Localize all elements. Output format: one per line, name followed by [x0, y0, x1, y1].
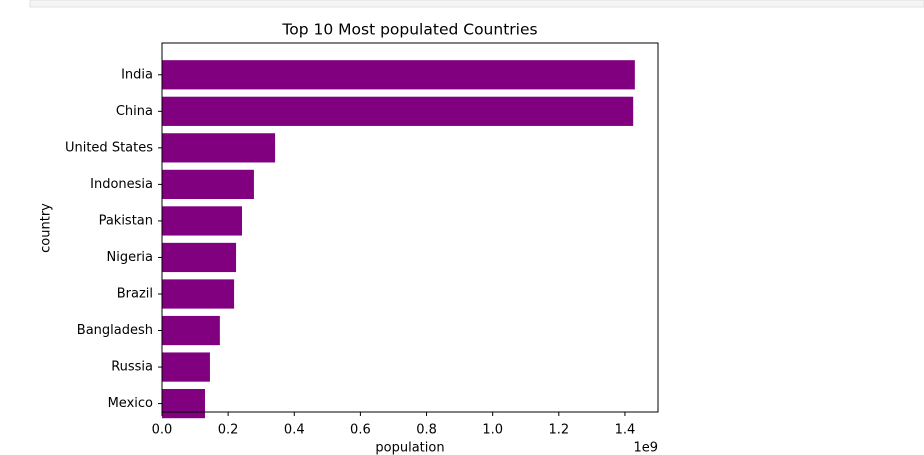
bar	[162, 169, 254, 200]
y-tick-label: Russia	[111, 360, 153, 375]
y-tick-label: Mexico	[108, 396, 153, 411]
axes-frame	[161, 42, 659, 413]
x-tick-label: 1.2	[548, 423, 569, 438]
x-tick-label: 0.4	[284, 423, 305, 438]
y-tick-label: China	[116, 104, 153, 119]
y-tick-label: India	[121, 67, 153, 82]
bar	[162, 96, 634, 126]
bar	[162, 60, 635, 90]
x-tick-label: 1.4	[615, 423, 636, 438]
y-tick-label: Bangladesh	[77, 323, 153, 338]
bar	[162, 242, 237, 273]
bar	[162, 315, 220, 346]
y-tick-label: United States	[65, 140, 153, 155]
y-tick-label: Pakistan	[99, 213, 153, 228]
x-tick-label: 1.0	[482, 423, 503, 438]
x-tick-label: 0.0	[152, 423, 173, 438]
chart-title: Top 10 Most populated Countries	[281, 21, 537, 39]
y-tick-label: Brazil	[117, 286, 153, 301]
x-tick-label: 0.6	[350, 423, 371, 438]
y-tick-label: Indonesia	[90, 177, 153, 192]
bar	[162, 206, 243, 236]
x-tick-label: 0.2	[218, 423, 239, 438]
y-tick-label: Nigeria	[106, 250, 153, 265]
offset-text: 1e9	[633, 441, 658, 455]
cell-strip	[29, 0, 924, 8]
x-axis-label: population	[375, 441, 444, 455]
bar	[162, 279, 235, 309]
x-tick-label: 0.8	[416, 423, 437, 438]
bar	[162, 388, 205, 419]
y-axis-label: country	[39, 203, 54, 253]
bar	[162, 352, 210, 382]
bar	[162, 133, 276, 163]
